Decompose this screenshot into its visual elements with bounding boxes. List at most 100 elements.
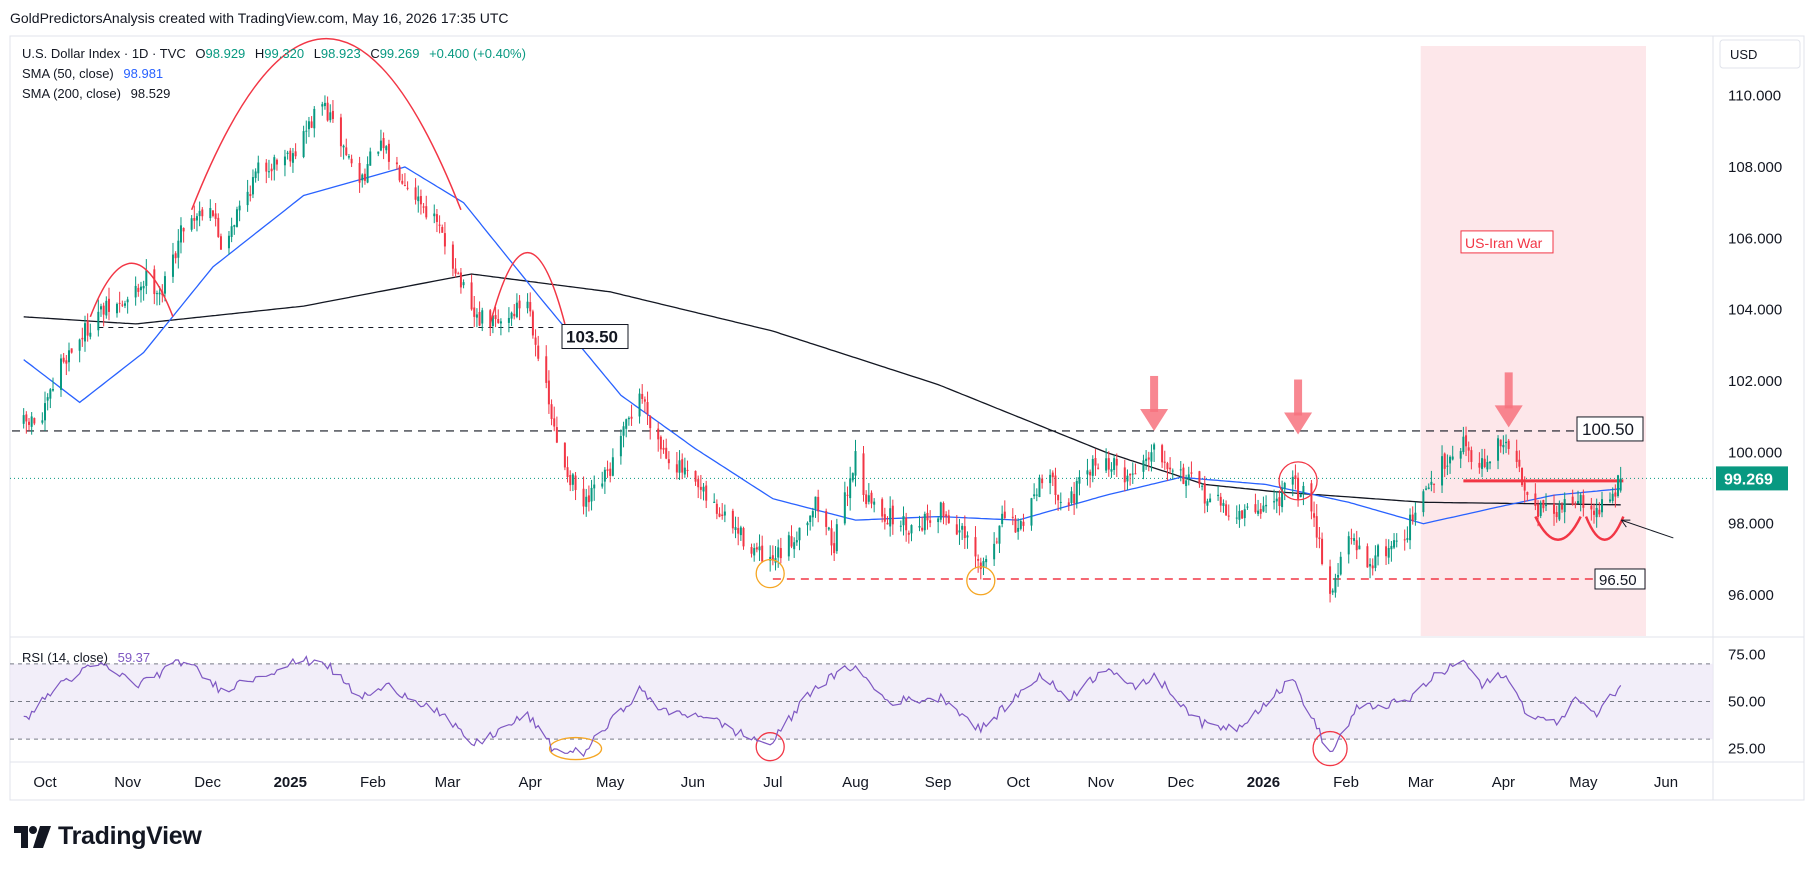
candle xyxy=(1353,533,1356,545)
arc-top-3 xyxy=(489,252,566,325)
candle xyxy=(1038,474,1041,498)
candle xyxy=(1390,540,1393,562)
rsi-tick-label: 75.00 xyxy=(1728,646,1766,663)
candle xyxy=(1499,439,1502,453)
candle xyxy=(403,173,406,187)
pointer-arrow-head xyxy=(1620,519,1631,528)
candle xyxy=(1395,533,1398,548)
candle xyxy=(1185,474,1188,498)
candle xyxy=(267,159,270,178)
rsi-tick-label: 50.00 xyxy=(1728,694,1766,711)
candle xyxy=(211,210,214,218)
candle xyxy=(723,504,726,523)
candle xyxy=(1243,504,1246,527)
candle xyxy=(905,512,908,542)
candle xyxy=(1534,483,1537,511)
candle xyxy=(1489,461,1492,470)
candle xyxy=(294,143,297,160)
candles-layer[interactable] xyxy=(22,95,1622,603)
candle xyxy=(105,296,108,319)
time-tick-label: Jun xyxy=(681,774,705,791)
candle xyxy=(217,213,220,238)
candle xyxy=(1539,500,1542,519)
candle xyxy=(1411,506,1414,525)
candle xyxy=(571,472,574,492)
candle xyxy=(89,323,92,340)
candle xyxy=(1595,498,1598,528)
legend-sma200-label[interactable]: SMA (200, close) xyxy=(22,86,121,101)
legend-rsi-label[interactable]: RSI (14, close) xyxy=(22,650,108,665)
chart-header-title: GoldPredictorsAnalysis created with Trad… xyxy=(10,10,509,26)
candle xyxy=(475,308,478,328)
candle xyxy=(534,329,537,357)
tradingview-logo-text: TradingView xyxy=(58,822,202,850)
candle xyxy=(1579,492,1582,512)
legend-change: +0.400 (+0.40%) xyxy=(429,46,526,61)
candle xyxy=(563,442,566,471)
candle xyxy=(865,490,868,508)
candle xyxy=(1227,504,1230,521)
svg-text:SMA (50, close) 98.981: SMA (50, close) 98.981 xyxy=(22,66,163,81)
candle xyxy=(526,293,529,314)
candle xyxy=(1187,466,1190,486)
legend-sma50-label[interactable]: SMA (50, close) xyxy=(22,66,114,81)
candle xyxy=(510,311,513,327)
candle xyxy=(153,265,156,305)
candle xyxy=(1526,491,1529,502)
legend-close-label: C xyxy=(370,46,379,61)
candle xyxy=(1219,492,1222,513)
candle xyxy=(998,525,1001,553)
candle xyxy=(515,293,518,319)
candle xyxy=(230,217,233,243)
candle xyxy=(1619,466,1622,493)
candle xyxy=(1459,448,1462,469)
candle xyxy=(257,155,260,181)
candle xyxy=(1201,483,1204,491)
price-scale[interactable]: 110.000 108.000 106.000 104.000 102.000 100.0… xyxy=(1728,88,1782,758)
candle xyxy=(499,318,502,336)
candle xyxy=(774,545,777,571)
currency-button[interactable]: USD xyxy=(1719,39,1801,69)
candle xyxy=(817,489,820,523)
legend-symbol[interactable]: U.S. Dollar Index · 1D · TVC xyxy=(22,46,186,61)
candle xyxy=(369,147,372,166)
candle xyxy=(771,545,774,566)
candle xyxy=(513,304,516,320)
candle xyxy=(769,545,772,572)
tradingview-logo[interactable]: TradingView xyxy=(14,822,202,851)
candle xyxy=(1545,493,1548,512)
candle xyxy=(275,158,278,171)
legend-open-value: 98.929 xyxy=(206,46,246,61)
candle xyxy=(870,490,873,509)
candle xyxy=(1462,426,1465,455)
candle xyxy=(793,537,796,558)
candle xyxy=(366,156,369,184)
candle xyxy=(33,417,36,426)
time-scale[interactable]: Oct Nov Dec 2025 Feb Mar Apr May Jun Jul Aug Sep Oct… xyxy=(33,774,1678,791)
legend-open-label: O xyxy=(195,46,205,61)
candle xyxy=(342,144,345,160)
candle xyxy=(363,168,366,185)
candle xyxy=(777,539,780,568)
candle xyxy=(28,418,31,431)
legend-sma50-value: 98.981 xyxy=(123,66,163,81)
candle xyxy=(163,271,166,302)
time-tick-label: Sep xyxy=(925,774,952,791)
legend-sma200-value: 98.529 xyxy=(131,86,171,101)
rsi-layer xyxy=(23,655,1622,758)
level-label-100-50: 100.50 xyxy=(1576,416,1644,442)
candle xyxy=(630,404,633,426)
candle xyxy=(1153,442,1156,463)
candle xyxy=(1198,470,1201,488)
candle xyxy=(41,412,44,425)
candle xyxy=(963,515,966,550)
candle xyxy=(518,295,521,321)
candle xyxy=(638,388,641,424)
candle xyxy=(1446,454,1449,476)
candle xyxy=(835,518,838,554)
candle xyxy=(78,338,81,363)
candle xyxy=(1574,501,1577,509)
arrow-down-jan xyxy=(1284,379,1313,435)
time-tick-label: Oct xyxy=(1006,774,1030,791)
